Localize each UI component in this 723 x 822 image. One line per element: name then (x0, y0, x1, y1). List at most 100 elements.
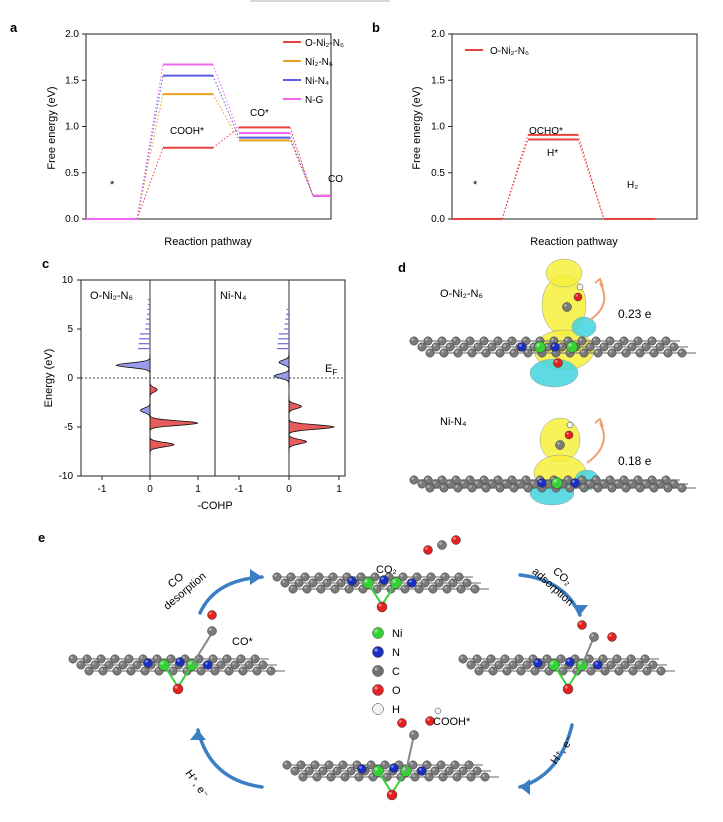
atom-highlight (503, 481, 506, 484)
carbon-atom (493, 336, 503, 346)
carbon-atom (555, 440, 565, 450)
panel-a-ytick-label: 1.0 (65, 122, 79, 133)
atom-highlight (565, 477, 568, 480)
atom-highlight (489, 344, 492, 347)
atom-highlight (436, 580, 439, 583)
panel-c-xtick-label: -1 (235, 484, 244, 495)
atom-highlight (290, 586, 293, 589)
panel-c-cohp-peak (288, 416, 336, 438)
atom-highlight (483, 350, 486, 353)
atom-highlight (609, 350, 612, 353)
carbon-atom (502, 666, 512, 676)
atom-highlight (472, 586, 475, 589)
atom-highlight (464, 580, 467, 583)
panel-c-ytick-label: 5 (67, 324, 73, 335)
label-cooh: COOH* (170, 126, 204, 137)
panel-b-ytick-label: 0.5 (431, 168, 445, 179)
nitrogen-atom (570, 478, 580, 488)
atom-highlight (370, 774, 373, 777)
carbon-atom (112, 666, 122, 676)
carbon-atom (431, 342, 441, 352)
cycle-arrowhead (520, 779, 530, 795)
carbon-atom (216, 660, 226, 670)
atom-highlight (439, 338, 442, 341)
atom-highlight (635, 338, 638, 341)
atom-highlight (156, 668, 159, 671)
nitrogen-atom (565, 657, 575, 667)
atom-highlight (260, 662, 263, 665)
atom-highlight (427, 485, 430, 488)
carbon-atom (437, 336, 447, 346)
atom-highlight (304, 586, 307, 589)
atom-highlight (374, 629, 378, 633)
carbon-atom (425, 348, 435, 358)
carbon-atom (621, 348, 631, 358)
atom-highlight (553, 479, 557, 483)
atom-highlight (567, 659, 570, 662)
carbon-atom (450, 760, 460, 770)
carbon-atom (442, 584, 452, 594)
carbon-atom (472, 654, 482, 664)
carbon-atom (308, 578, 318, 588)
atom-highlight (458, 586, 461, 589)
carbon-atom (655, 342, 665, 352)
carbon-atom (409, 730, 419, 740)
atom-highlight (564, 685, 568, 689)
atom-highlight (671, 344, 674, 347)
atom-highlight (400, 574, 403, 577)
atom-highlight (578, 661, 582, 665)
oxygen-atom (562, 683, 574, 695)
atom-highlight (268, 668, 271, 671)
carbon-atom (627, 342, 637, 352)
panel-b-connector (577, 134, 605, 220)
atom-highlight (312, 762, 315, 765)
atom-highlight (679, 350, 682, 353)
atom-highlight (475, 481, 478, 484)
legend-label-o: O (392, 685, 401, 697)
carbon-atom (244, 660, 254, 670)
carbon-atom (68, 654, 78, 664)
carbon-atom (607, 483, 617, 493)
hydrogen-atom (434, 707, 442, 715)
carbon-atom (556, 654, 566, 664)
atom-highlight (530, 656, 533, 659)
panel-a-connector (136, 94, 164, 220)
atom-highlight (402, 586, 405, 589)
atom-highlight (342, 774, 345, 777)
carbon-atom (669, 342, 679, 352)
panel-d-charge-top: 0.23 e (618, 307, 652, 321)
carbon-atom (434, 578, 444, 588)
panel-a-energy-levels (86, 63, 331, 220)
carbon-atom (488, 666, 498, 676)
atom-highlight (453, 338, 456, 341)
atom-highlight (574, 668, 577, 671)
carbon-atom (126, 666, 136, 676)
carbon-atom (480, 660, 490, 670)
atom-highlight (274, 574, 277, 577)
panel-c-xtick-label: -1 (98, 484, 107, 495)
atom-highlight (644, 668, 647, 671)
atom-highlight (663, 477, 666, 480)
carbon-atom (286, 572, 296, 582)
oxygen-atom (386, 789, 398, 801)
carbon-atom (222, 654, 232, 664)
bond (191, 632, 213, 666)
atom-highlight (466, 762, 469, 765)
bond (381, 582, 397, 606)
carbon-atom (474, 666, 484, 676)
atom-highlight (537, 477, 540, 480)
atom-highlight (525, 485, 528, 488)
atom-highlight (324, 580, 327, 583)
carbon-atom (522, 660, 532, 670)
atom-highlight (302, 574, 305, 577)
atom-highlight (581, 350, 584, 353)
atom-highlight (595, 662, 598, 665)
nitrogen-atom (517, 342, 527, 352)
atom-highlight (581, 485, 584, 488)
atom-highlight (439, 542, 442, 545)
panel-a-connector (212, 64, 240, 134)
atom-highlight (112, 656, 115, 659)
atom-highlight (412, 774, 415, 777)
atom-highlight (392, 579, 396, 583)
atom-highlight (509, 477, 512, 480)
